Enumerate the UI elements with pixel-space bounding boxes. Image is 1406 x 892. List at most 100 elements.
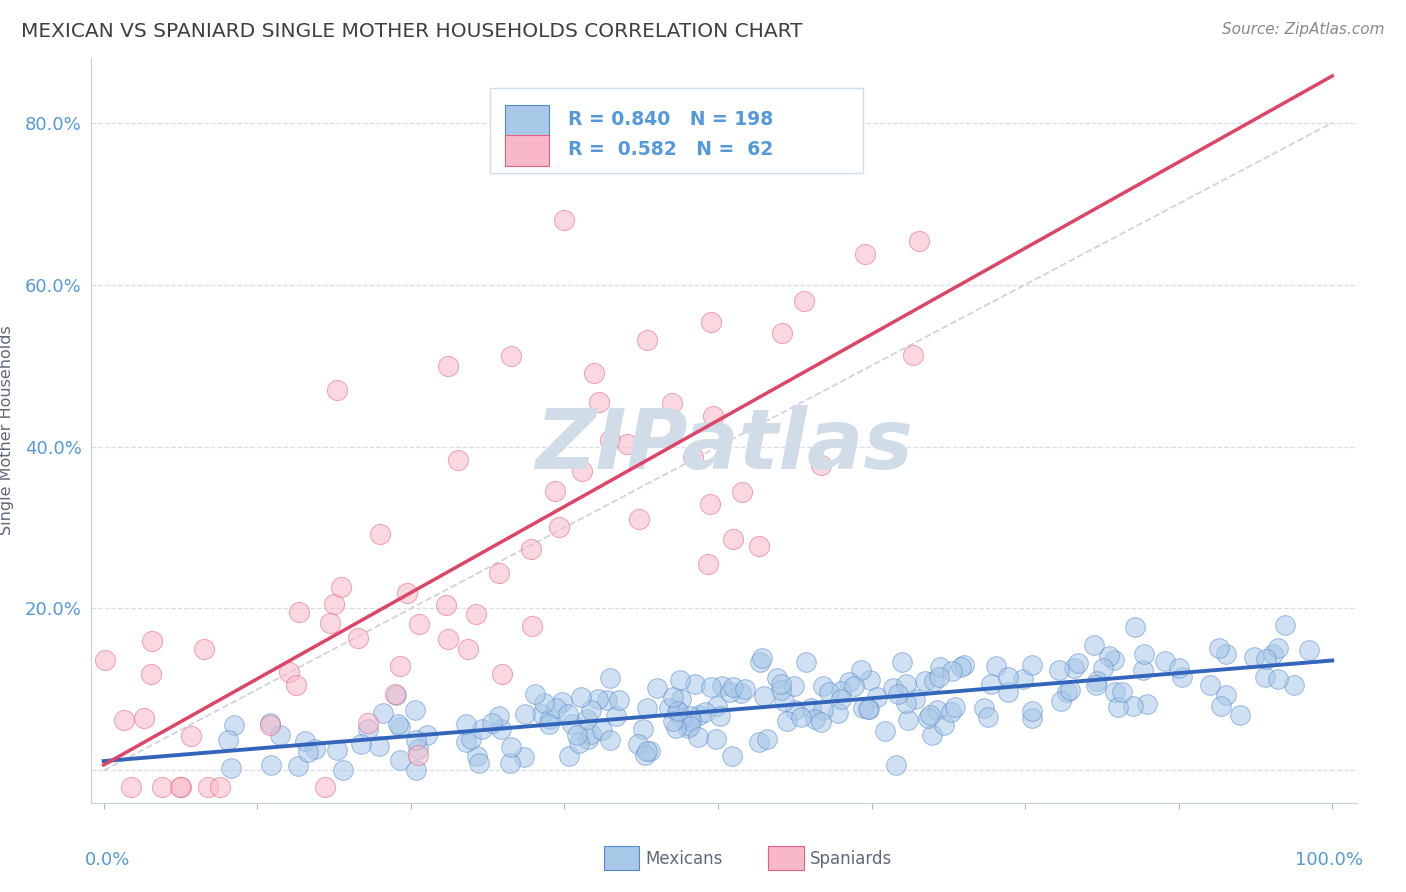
- Point: [875, 723, 897, 738]
- Point: [139, 666, 162, 681]
- Point: [481, 715, 503, 730]
- Point: [811, 679, 834, 693]
- Point: [548, 520, 571, 534]
- Point: [387, 717, 409, 731]
- Point: [997, 670, 1019, 684]
- Point: [1123, 620, 1146, 634]
- Point: [682, 450, 704, 465]
- Point: [1167, 661, 1189, 675]
- Point: [980, 677, 1002, 691]
- Point: [783, 703, 806, 717]
- Point: [259, 716, 281, 731]
- Text: Mexicans: Mexicans: [645, 850, 723, 868]
- Point: [488, 566, 510, 580]
- Point: [152, 780, 174, 794]
- Point: [1091, 661, 1114, 675]
- Point: [326, 383, 349, 397]
- Point: [941, 705, 963, 719]
- Point: [471, 722, 494, 736]
- Point: [330, 580, 353, 594]
- Point: [169, 780, 191, 794]
- Point: [770, 682, 793, 697]
- Point: [1050, 693, 1073, 707]
- Point: [1056, 685, 1078, 699]
- FancyBboxPatch shape: [768, 846, 804, 870]
- Point: [217, 733, 239, 747]
- Point: [884, 757, 907, 772]
- Point: [94, 653, 117, 667]
- Point: [456, 735, 478, 749]
- Point: [605, 708, 627, 723]
- Point: [513, 707, 536, 722]
- Point: [1047, 663, 1070, 677]
- Point: [679, 719, 702, 733]
- Point: [636, 744, 658, 758]
- Point: [925, 703, 948, 717]
- Point: [120, 780, 142, 794]
- Point: [856, 702, 879, 716]
- Point: [830, 683, 852, 698]
- Point: [326, 743, 349, 757]
- Point: [950, 660, 973, 674]
- Point: [368, 527, 391, 541]
- Point: [634, 747, 657, 762]
- Point: [706, 699, 728, 714]
- Point: [350, 737, 373, 751]
- Point: [522, 619, 544, 633]
- Point: [488, 709, 510, 723]
- Point: [730, 686, 752, 700]
- Point: [711, 679, 734, 693]
- Point: [499, 756, 522, 770]
- Point: [661, 396, 683, 410]
- Point: [596, 693, 619, 707]
- Point: [928, 660, 950, 674]
- Point: [576, 731, 599, 746]
- Point: [977, 709, 1000, 723]
- Point: [953, 658, 976, 673]
- Point: [588, 394, 610, 409]
- Point: [721, 749, 744, 764]
- Point: [1083, 638, 1105, 652]
- Point: [1021, 711, 1043, 725]
- Point: [561, 716, 583, 731]
- Point: [800, 701, 823, 715]
- Point: [852, 700, 875, 714]
- Point: [544, 484, 567, 499]
- Point: [524, 687, 547, 701]
- Point: [917, 711, 939, 725]
- Point: [810, 458, 832, 472]
- Point: [811, 703, 834, 717]
- Point: [748, 734, 770, 748]
- Point: [405, 763, 427, 777]
- Point: [773, 694, 796, 708]
- Point: [631, 723, 654, 737]
- Point: [918, 708, 941, 723]
- Point: [170, 780, 193, 794]
- Point: [457, 642, 479, 657]
- Point: [193, 641, 215, 656]
- Point: [314, 780, 336, 794]
- Point: [922, 673, 945, 688]
- Point: [304, 741, 326, 756]
- Point: [1274, 618, 1296, 632]
- Point: [678, 709, 700, 723]
- Point: [288, 605, 311, 619]
- Point: [434, 598, 457, 612]
- Point: [752, 689, 775, 703]
- Point: [388, 753, 411, 767]
- Point: [112, 713, 135, 727]
- Point: [1298, 642, 1320, 657]
- Point: [408, 616, 430, 631]
- Point: [782, 679, 804, 693]
- Point: [616, 437, 638, 451]
- Point: [730, 484, 752, 499]
- Point: [866, 690, 889, 705]
- Point: [1133, 648, 1156, 662]
- Point: [465, 748, 488, 763]
- Point: [669, 673, 692, 687]
- Point: [844, 679, 866, 693]
- Point: [599, 733, 621, 747]
- Point: [221, 761, 243, 775]
- Point: [519, 541, 541, 556]
- Point: [384, 687, 406, 701]
